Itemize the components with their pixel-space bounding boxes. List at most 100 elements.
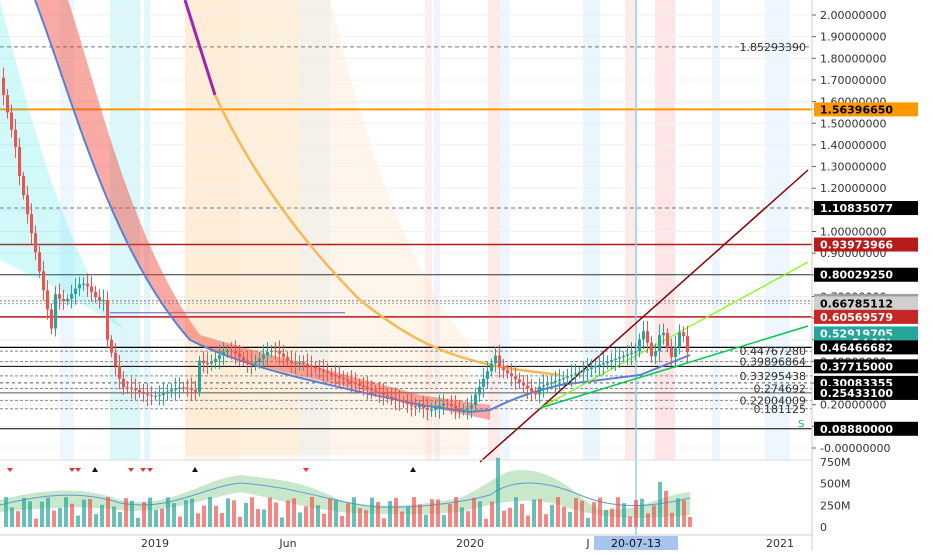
volume-bar [676, 498, 680, 527]
candle-body [362, 385, 365, 388]
candle-body [650, 342, 653, 357]
volume-bar [424, 514, 428, 527]
candle-body [570, 374, 573, 377]
candle-body [34, 233, 37, 253]
candle-body [674, 346, 677, 358]
candle-body [94, 291, 97, 298]
candle-body [666, 332, 669, 348]
level-label: 0.39896864 [740, 356, 806, 369]
volume-bar [586, 517, 590, 527]
candle-body [678, 332, 681, 347]
candle-body [562, 377, 565, 380]
volume-bar [184, 500, 188, 527]
price-badge-label: 1.10835077 [820, 202, 893, 215]
trendline-red [479, 169, 809, 463]
candle-body [242, 357, 245, 361]
candle-body [518, 379, 521, 383]
candle-body [54, 294, 57, 329]
candle-body [130, 387, 133, 389]
volume-bar [94, 514, 98, 527]
bg-band [425, 0, 432, 460]
candle-body [6, 95, 9, 113]
volume-bar [652, 505, 656, 527]
candle-body [318, 368, 321, 370]
volume-bar [280, 517, 284, 527]
volume-bar [322, 513, 326, 527]
volume-tick-label: 750M [820, 456, 851, 469]
price-badge-label: 0.37715000 [820, 360, 893, 373]
volume-bar [64, 497, 68, 527]
volume-bar [640, 498, 644, 527]
candle-body [162, 393, 165, 395]
volume-bar [124, 498, 128, 527]
candle-body [686, 336, 689, 353]
candle-body [610, 360, 613, 362]
candle-body [78, 284, 81, 289]
candle-body [602, 363, 605, 365]
candle-body [238, 353, 241, 358]
level-label: 0.181125 [754, 403, 807, 416]
candle-body [306, 363, 309, 366]
volume-bar [232, 500, 236, 527]
volume-ma-line [0, 482, 691, 508]
candle-body [486, 371, 489, 379]
volume-bar [496, 457, 500, 527]
bg-band [583, 0, 600, 460]
candle-body [506, 370, 509, 374]
candle-body [70, 294, 73, 299]
volume-bar [214, 505, 218, 527]
volume-bar [538, 499, 542, 527]
volume-tick-label: 0 [820, 521, 827, 534]
volume-bar [340, 516, 344, 527]
time-axis-label: 2019 [141, 537, 169, 550]
candle-body [406, 402, 409, 405]
price-badge [814, 359, 918, 374]
volume-bar [310, 497, 314, 527]
candle-body [566, 376, 569, 378]
candle-body [470, 405, 473, 408]
candle-body [182, 387, 185, 389]
volume-bar [190, 498, 194, 527]
candle-body [278, 351, 281, 354]
volume-bar [412, 497, 416, 527]
volume-bar [484, 518, 488, 527]
candle-body [314, 366, 317, 369]
candle-body [74, 288, 77, 295]
volume-bar [544, 514, 548, 527]
candle-body [574, 373, 577, 375]
volume-bar [58, 507, 62, 527]
volume-bar [550, 504, 554, 527]
volume-bar [490, 501, 494, 527]
price-badge-label: 0.80029250 [820, 269, 893, 282]
ma-purple-line [183, 0, 217, 96]
price-badge [814, 237, 918, 252]
volume-bar [328, 498, 332, 527]
candle-body [346, 379, 349, 381]
candle-body [342, 377, 345, 380]
volume-bar [352, 497, 356, 527]
candle-body [502, 367, 505, 371]
price-tick-label: -0.00000000 [820, 442, 890, 455]
candle-body [382, 393, 385, 395]
candle-body [42, 271, 45, 291]
candle-body [394, 398, 397, 400]
candle-body [234, 351, 237, 354]
candle-body [22, 176, 25, 196]
candle-body [158, 394, 161, 396]
crosshair-date-label: 20-07-13 [611, 537, 661, 550]
volume-bar [604, 509, 608, 527]
candle-body [86, 283, 89, 287]
candle-body [110, 339, 113, 353]
candle-body [558, 379, 561, 381]
candle-body [478, 386, 481, 395]
candle-body [102, 300, 105, 302]
signal-down-icon [140, 468, 146, 472]
volume-bar [364, 510, 368, 527]
volume-bar [400, 511, 404, 527]
candle-body [2, 77, 5, 96]
candle-body [98, 297, 101, 301]
signal-up-icon [92, 467, 98, 472]
candle-body [410, 404, 413, 406]
